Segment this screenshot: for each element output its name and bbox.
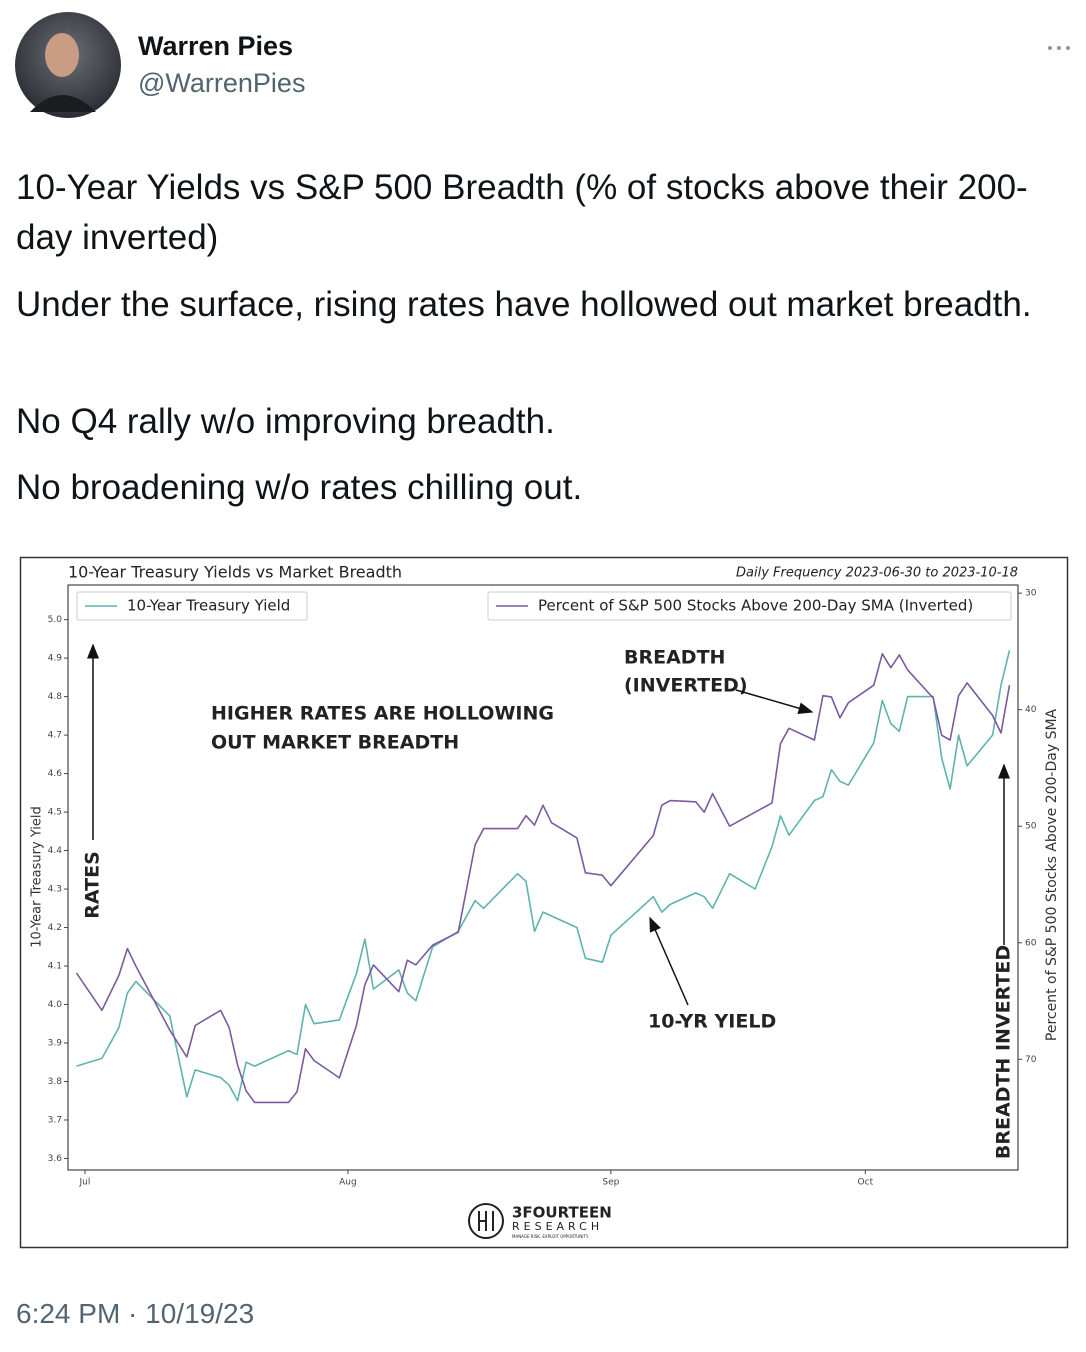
- avatar-shirt: [30, 95, 96, 112]
- line-series: [76, 650, 1011, 1102]
- logo-sub: RESEARCH: [512, 1220, 603, 1233]
- plot-area: [67, 584, 1019, 1171]
- y-tick-label: 4.2: [48, 923, 62, 933]
- y2-tick-label: 70: [1025, 1055, 1037, 1065]
- avatar-face: [45, 33, 79, 77]
- annotations: HIGHER RATES ARE HOLLOWING OUT MARKET BR…: [82, 643, 1015, 1159]
- tweet-text: No Q4 rally w/o improving breadth.: [16, 402, 555, 441]
- more-menu[interactable]: [1048, 46, 1070, 50]
- logo-mark: [478, 1211, 494, 1231]
- y-tick-label: 4.8: [48, 692, 63, 702]
- y-tick-label: 3.6: [48, 1154, 63, 1164]
- y-tick-label: 3.7: [48, 1115, 62, 1125]
- logo: 3FOURTEEN RESEARCH MANAGE RISK. EXPLOIT …: [468, 1203, 612, 1239]
- y-tick-label: 4.5: [48, 808, 62, 818]
- line-series: [75, 653, 1011, 1104]
- annotation: OUT MARKET BREADTH: [211, 732, 459, 754]
- legend-label: Percent of S&P 500 Stocks Above 200-Day …: [538, 597, 973, 615]
- timestamp[interactable]: 6:24 PM · 10/19/23: [16, 1298, 255, 1329]
- legend-box: [76, 591, 308, 621]
- legend-label: 10-Year Treasury Yield: [127, 597, 290, 615]
- logo-mark: [468, 1203, 504, 1239]
- x-tick-label: Oct: [858, 1178, 874, 1188]
- y-axis-label: 10-Year Treasury Yield: [30, 806, 45, 948]
- y-tick-label: 4.4: [48, 846, 63, 856]
- annotation: BREADTH: [624, 647, 725, 669]
- y2-tick-label: 60: [1025, 938, 1037, 948]
- y-tick-label: 4.7: [48, 731, 62, 741]
- y-tick-label: 4.3: [48, 885, 62, 895]
- y2-axis-label: Percent of S&P 500 Stocks Above 200-Day …: [1044, 708, 1060, 1041]
- x-tick-label: Jul: [79, 1178, 91, 1188]
- y-tick-label: 4.9: [48, 654, 63, 664]
- annotation: RATES: [82, 851, 104, 918]
- header-graphics: [15, 12, 1070, 118]
- annotation-arrow: [649, 916, 689, 1006]
- annotation: HIGHER RATES ARE HOLLOWING: [211, 703, 554, 725]
- x-tick-label: Sep: [602, 1178, 619, 1188]
- logo-tagline: MANAGE RISK. EXPLOIT OPPORTUNITY.: [512, 1234, 589, 1239]
- y-tick-label: 4.0: [48, 1000, 63, 1010]
- y2-tick-label: 30: [1025, 589, 1037, 599]
- y2-tick-label: 50: [1025, 822, 1037, 832]
- logo-name: 3FOURTEEN: [512, 1204, 612, 1222]
- author-name[interactable]: Warren Pies: [138, 31, 294, 61]
- annotation: BREADTH INVERTED: [993, 945, 1015, 1159]
- tweet-text: 10-Year Yields vs S&P 500 Breadth (% of …: [16, 168, 1028, 257]
- y-tick-label: 3.9: [48, 1038, 63, 1048]
- y-tick-label: 3.8: [48, 1077, 63, 1087]
- chart-title: 10-Year Treasury Yields vs Market Breadt…: [68, 563, 402, 582]
- tweet-text: No broadening w/o rates chilling out.: [16, 468, 583, 507]
- annotation-arrow: [735, 689, 814, 715]
- y-tick-label: 4.6: [48, 769, 63, 779]
- legend-box: [487, 591, 1012, 621]
- y2-tick-label: 40: [1025, 705, 1037, 715]
- annotation: (INVERTED): [624, 675, 748, 697]
- y-tick-label: 5.0: [48, 615, 63, 625]
- annotation: 10-YR YIELD: [648, 1011, 776, 1033]
- x-tick-label: Aug: [339, 1178, 357, 1188]
- author-handle[interactable]: @WarrenPies: [138, 68, 306, 98]
- legend: Percent of S&P 500 Stocks Above 200-Day …: [487, 591, 1012, 621]
- tweet-text: Under the surface, rising rates have hol…: [16, 285, 1032, 324]
- chart-subtitle: Daily Frequency 2023-06-30 to 2023-10-18: [736, 566, 1018, 581]
- legend: 10-Year Treasury Yield: [76, 591, 308, 621]
- y-tick-label: 4.1: [48, 962, 62, 972]
- chart-frame[interactable]: [19, 556, 1069, 1249]
